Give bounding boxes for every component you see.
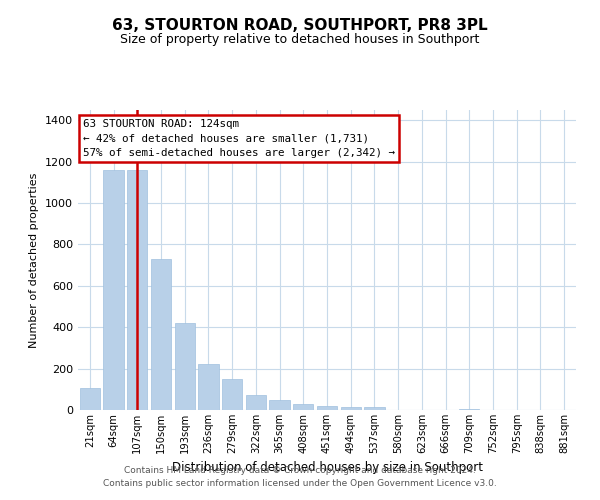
Bar xyxy=(317,406,337,410)
Text: Contains HM Land Registry data © Crown copyright and database right 2024.
Contai: Contains HM Land Registry data © Crown c… xyxy=(103,466,497,487)
Bar xyxy=(222,380,242,410)
Bar xyxy=(127,170,148,410)
Bar xyxy=(269,400,290,410)
Bar xyxy=(199,364,218,410)
Bar xyxy=(175,323,195,410)
Text: Size of property relative to detached houses in Southport: Size of property relative to detached ho… xyxy=(121,32,479,46)
Text: 63 STOURTON ROAD: 124sqm
← 42% of detached houses are smaller (1,731)
57% of sem: 63 STOURTON ROAD: 124sqm ← 42% of detach… xyxy=(83,119,395,158)
Y-axis label: Number of detached properties: Number of detached properties xyxy=(29,172,40,348)
Bar xyxy=(341,407,361,410)
Text: 63, STOURTON ROAD, SOUTHPORT, PR8 3PL: 63, STOURTON ROAD, SOUTHPORT, PR8 3PL xyxy=(112,18,488,32)
Bar xyxy=(459,409,479,410)
Bar xyxy=(246,395,266,410)
Bar xyxy=(364,407,385,410)
Bar xyxy=(103,170,124,410)
Bar xyxy=(293,404,313,410)
Bar xyxy=(80,388,100,410)
X-axis label: Distribution of detached houses by size in Southport: Distribution of detached houses by size … xyxy=(172,462,482,474)
Bar xyxy=(151,259,171,410)
